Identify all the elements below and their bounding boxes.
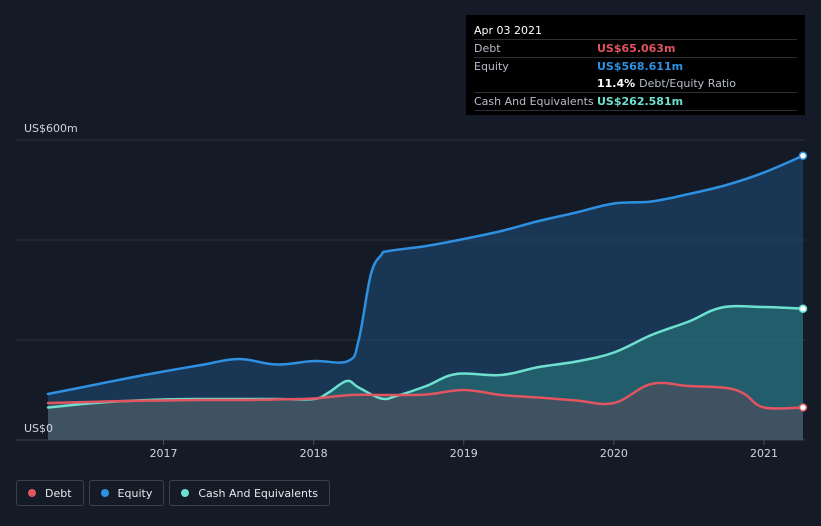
legend-equity-label: Equity [117, 486, 153, 500]
equity-area [48, 155, 803, 440]
x-tick-label-2021: 2021 [750, 447, 778, 460]
legend-item-debt[interactable]: Debt [16, 480, 84, 506]
equity-line [46, 154, 805, 396]
y-tick-label-0: US$0 [24, 422, 53, 435]
tooltip-equity-value: US$568.611m [597, 60, 684, 73]
legend-debt-label: Debt [45, 486, 72, 500]
y-tick-label-1: US$600m [24, 122, 78, 135]
tooltip-ratio-pct: 11.4% [597, 77, 636, 90]
tooltip-row-debt: Debt US$65.063m [474, 39, 797, 57]
cash-dot-icon [181, 489, 190, 497]
series-endpoints [798, 151, 808, 412]
series-areas [48, 155, 803, 440]
debt-area [48, 382, 803, 440]
tooltip-equity-label: Equity [474, 60, 509, 73]
equity-dot-icon [100, 489, 109, 497]
tooltip-date: Apr 03 2021 [474, 24, 543, 37]
legend-item-cash[interactable]: Cash And Equivalents [169, 480, 330, 506]
debt-line [46, 381, 805, 410]
x-tick-label-2017: 2017 [150, 447, 178, 460]
tooltip-row-cash: Cash And Equivalents US$262.581m [474, 92, 797, 111]
tooltip-cash-label: Cash And Equivalents [474, 95, 594, 108]
legend-item-equity[interactable]: Equity [88, 480, 165, 506]
series-lines [46, 154, 805, 410]
equity-endpoint [798, 151, 808, 160]
debt-dot-icon [28, 489, 36, 497]
x-tick-label-2018: 2018 [300, 447, 328, 460]
x-axis: 2017 2018 2019 2020 2021 [150, 440, 778, 460]
y-axis: US$0 US$600m [24, 122, 78, 435]
tooltip-debt-value: US$65.063m [597, 42, 676, 55]
chart-legend: Debt Equity Cash And Equivalents [16, 480, 330, 506]
tooltip-row-equity: Equity US$568.611m [474, 57, 797, 75]
x-tick-label-2020: 2020 [600, 447, 628, 460]
hover-tooltip: Apr 03 2021 Debt US$65.063m Equity US$56… [466, 15, 805, 115]
legend-cash-label: Cash And Equivalents [198, 486, 318, 500]
tooltip-row-ratio: 11.4% Debt/Equity Ratio [474, 75, 797, 92]
x-tick-label-2019: 2019 [450, 447, 478, 460]
tooltip-debt-label: Debt [474, 42, 501, 55]
cash-endpoint [798, 304, 808, 313]
tooltip-ratio-label: Debt/Equity Ratio [639, 77, 736, 90]
debt-endpoint [798, 403, 808, 412]
tooltip-cash-value: US$262.581m [597, 95, 684, 108]
